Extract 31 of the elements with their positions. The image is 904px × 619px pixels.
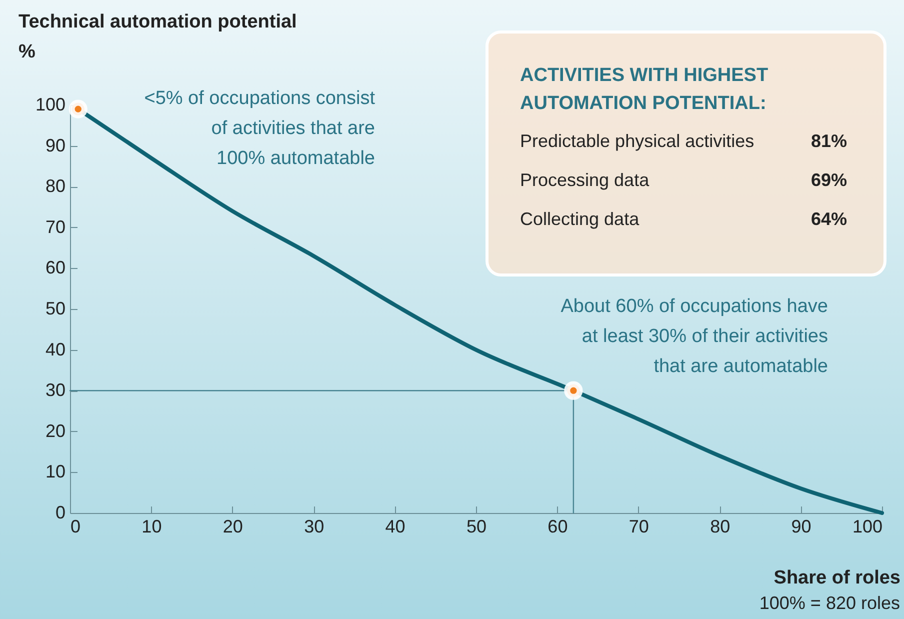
x-tick-label: 0 <box>70 516 81 536</box>
text: Processing data 69% <box>520 170 847 190</box>
text: 100% = 820 roles <box>759 593 900 613</box>
x-tick-label: 20 <box>222 516 243 536</box>
text: Collecting data 64% <box>520 209 847 229</box>
x-axis-title: Share of roles <box>774 568 900 588</box>
text: Predictable physical activities 81% <box>520 131 847 151</box>
y-tick-label: 70 <box>45 216 66 237</box>
y-tick-label: 100 <box>35 94 66 114</box>
annotation: About 60% of occupations have at least 30% of their activities that are automatable <box>560 296 828 377</box>
y-tick-label: 80 <box>45 176 66 196</box>
y-axis-title: Technical automation potential % <box>18 12 297 62</box>
x-tick-label: 80 <box>710 516 730 536</box>
x-tick-label: 60 <box>548 516 568 536</box>
x-tick-label: 30 <box>304 516 324 536</box>
x-tick-label: 70 <box>628 516 649 536</box>
x-tick-label: 10 <box>142 516 162 536</box>
y-tick-label: 60 <box>45 258 66 278</box>
y-tick-label: 50 <box>45 298 66 318</box>
x-tick-label: 50 <box>466 516 487 536</box>
x-tick-label: 100 <box>852 516 882 536</box>
y-tick-label: 40 <box>45 339 66 360</box>
annotation: <5% of occupations consist of activities that are 100% automatable <box>144 88 376 169</box>
annotation: ACTIVITIES WITH HIGHEST AUTOMATION POTENTIAL: <box>520 65 768 114</box>
x-tick-label: 40 <box>385 516 406 536</box>
y-tick-label: 90 <box>45 135 66 156</box>
x-tick-label: 90 <box>791 516 812 536</box>
y-tick-label: 0 <box>55 502 66 522</box>
y-tick-label: 20 <box>45 420 66 441</box>
y-tick-label: 30 <box>45 380 66 400</box>
y-tick-label: 10 <box>45 462 66 482</box>
